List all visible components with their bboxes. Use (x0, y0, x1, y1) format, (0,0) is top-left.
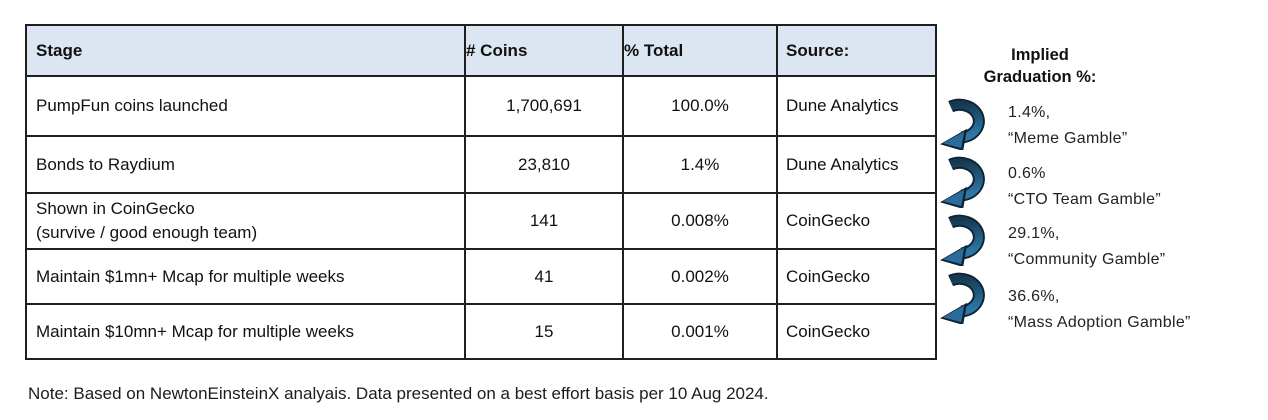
stage-line-2: (survive / good enough team) (36, 223, 258, 242)
curved-arrow-icon (937, 212, 999, 266)
implied-graduation-title: Implied Graduation %: (956, 44, 1124, 88)
pct-cell: 0.002% (622, 248, 778, 305)
table-header-row: Stage # Coins % Total Source: (25, 24, 937, 77)
stage-cell: Bonds to Raydium (25, 135, 466, 194)
pct-cell: 100.0% (622, 75, 778, 137)
footer-note: Note: Based on NewtonEinsteinX analyais.… (28, 384, 769, 403)
graduation-pct: 29.1%, (1008, 225, 1060, 242)
source-cell: Dune Analytics (776, 75, 937, 137)
table-row: Maintain $1mn+ Mcap for multiple weeks 4… (25, 248, 937, 305)
stage-cell: Maintain $1mn+ Mcap for multiple weeks (25, 248, 466, 305)
coins-cell: 15 (464, 303, 624, 360)
graduation-label: “Meme Gamble” (1008, 130, 1128, 147)
table-row: Maintain $10mn+ Mcap for multiple weeks … (25, 303, 937, 360)
graduation-annotation: 36.6%, “Mass Adoption Gamble” (1008, 284, 1258, 336)
stage-line-1: Maintain $10mn+ Mcap for multiple weeks (36, 321, 354, 341)
source-cell: Dune Analytics (776, 135, 937, 194)
graduation-label: “Mass Adoption Gamble” (1008, 314, 1191, 331)
funnel-table: Stage # Coins % Total Source: PumpFun co… (25, 24, 937, 360)
curved-arrow-icon (937, 270, 999, 324)
pct-cell: 0.008% (622, 192, 778, 250)
graduation-pct: 36.6%, (1008, 288, 1060, 305)
coins-cell: 1,700,691 (464, 75, 624, 137)
graduation-annotation: 1.4%, “Meme Gamble” (1008, 100, 1258, 152)
coins-cell: 23,810 (464, 135, 624, 194)
table-row: PumpFun coins launched 1,700,691 100.0% … (25, 75, 937, 137)
graduation-label: “CTO Team Gamble” (1008, 191, 1161, 208)
curved-arrow-icon (937, 96, 999, 150)
source-cell: CoinGecko (776, 248, 937, 305)
table-row: Shown in CoinGecko (survive / good enoug… (25, 192, 937, 250)
stage-cell: Maintain $10mn+ Mcap for multiple weeks (25, 303, 466, 360)
graduation-pct: 1.4%, (1008, 104, 1051, 121)
title-line-2: Graduation %: (983, 68, 1097, 86)
graduation-annotation: 0.6% “CTO Team Gamble” (1008, 161, 1258, 213)
graduation-pct: 0.6% (1008, 165, 1046, 182)
graduation-label: “Community Gamble” (1008, 251, 1166, 268)
stage-line-1: Shown in CoinGecko (36, 199, 195, 218)
pct-cell: 1.4% (622, 135, 778, 194)
title-line-1: Implied (1011, 46, 1069, 64)
graduation-annotation: 29.1%, “Community Gamble” (1008, 221, 1258, 273)
coins-cell: 41 (464, 248, 624, 305)
stage-cell: PumpFun coins launched (25, 75, 466, 137)
table-row: Bonds to Raydium 23,810 1.4% Dune Analyt… (25, 135, 937, 194)
stage-line-1: PumpFun coins launched (36, 96, 228, 115)
pct-cell: 0.001% (622, 303, 778, 360)
source-cell: CoinGecko (776, 192, 937, 250)
source-cell: CoinGecko (776, 303, 937, 360)
header-source: Source: (776, 24, 937, 77)
header-stage: Stage (25, 24, 466, 77)
stage-line-1: Maintain $1mn+ Mcap for multiple weeks (36, 266, 345, 286)
header-coins: # Coins (464, 24, 624, 77)
coins-cell: 141 (464, 192, 624, 250)
stage-line-1: Bonds to Raydium (36, 154, 175, 174)
curved-arrow-icon (937, 154, 999, 208)
header-pct: % Total (622, 24, 778, 77)
stage-cell: Shown in CoinGecko (survive / good enoug… (25, 192, 466, 250)
